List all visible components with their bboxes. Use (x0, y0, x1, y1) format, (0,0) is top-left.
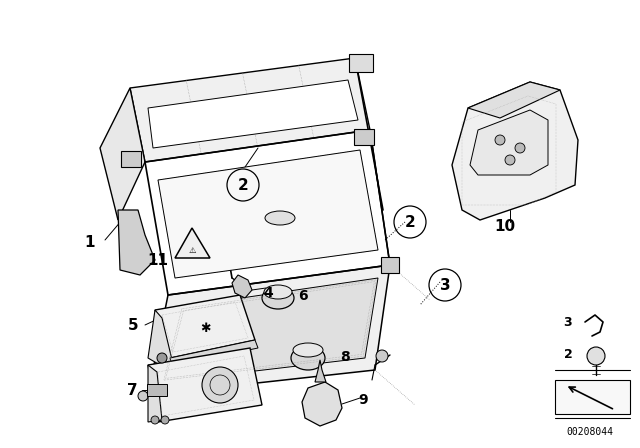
Circle shape (376, 350, 388, 362)
Polygon shape (315, 360, 326, 382)
Polygon shape (170, 340, 258, 366)
Polygon shape (555, 380, 630, 414)
Text: 7: 7 (127, 383, 138, 397)
FancyBboxPatch shape (147, 384, 167, 396)
Polygon shape (148, 80, 358, 148)
Text: 2: 2 (237, 177, 248, 193)
Polygon shape (118, 210, 155, 275)
FancyBboxPatch shape (349, 54, 373, 72)
Polygon shape (148, 348, 262, 422)
FancyBboxPatch shape (381, 257, 399, 273)
Polygon shape (162, 278, 378, 382)
Polygon shape (148, 265, 390, 395)
Ellipse shape (265, 211, 295, 225)
Text: 8: 8 (340, 350, 350, 364)
Circle shape (157, 353, 167, 363)
FancyBboxPatch shape (354, 129, 374, 145)
Polygon shape (158, 150, 378, 278)
Circle shape (495, 135, 505, 145)
Polygon shape (100, 88, 145, 220)
Text: ⚠: ⚠ (188, 246, 196, 254)
Text: 2: 2 (404, 215, 415, 229)
Polygon shape (452, 82, 578, 220)
Circle shape (587, 347, 605, 365)
Polygon shape (148, 365, 162, 422)
Ellipse shape (293, 343, 323, 357)
Circle shape (151, 416, 159, 424)
Circle shape (515, 143, 525, 153)
Circle shape (161, 416, 169, 424)
Polygon shape (302, 382, 342, 426)
Text: ✱: ✱ (200, 322, 211, 335)
Text: 10: 10 (495, 219, 516, 233)
Polygon shape (155, 295, 255, 358)
FancyBboxPatch shape (121, 151, 141, 167)
Text: 1: 1 (84, 234, 95, 250)
Text: 9: 9 (358, 393, 368, 407)
Polygon shape (470, 110, 548, 175)
Circle shape (202, 367, 238, 403)
Circle shape (505, 155, 515, 165)
Text: 5: 5 (128, 318, 138, 332)
Circle shape (138, 391, 148, 401)
Text: 4: 4 (263, 286, 273, 300)
Polygon shape (232, 275, 252, 298)
Text: 11: 11 (147, 253, 168, 267)
Ellipse shape (262, 287, 294, 309)
Text: 6: 6 (298, 289, 308, 303)
Text: 3: 3 (440, 277, 451, 293)
Text: 2: 2 (564, 348, 572, 361)
Ellipse shape (291, 346, 325, 370)
Text: 3: 3 (564, 315, 572, 328)
Polygon shape (148, 310, 173, 365)
Ellipse shape (264, 285, 292, 299)
Polygon shape (468, 82, 560, 118)
Polygon shape (130, 58, 370, 162)
Polygon shape (175, 228, 210, 258)
Text: 00208044: 00208044 (566, 427, 614, 437)
